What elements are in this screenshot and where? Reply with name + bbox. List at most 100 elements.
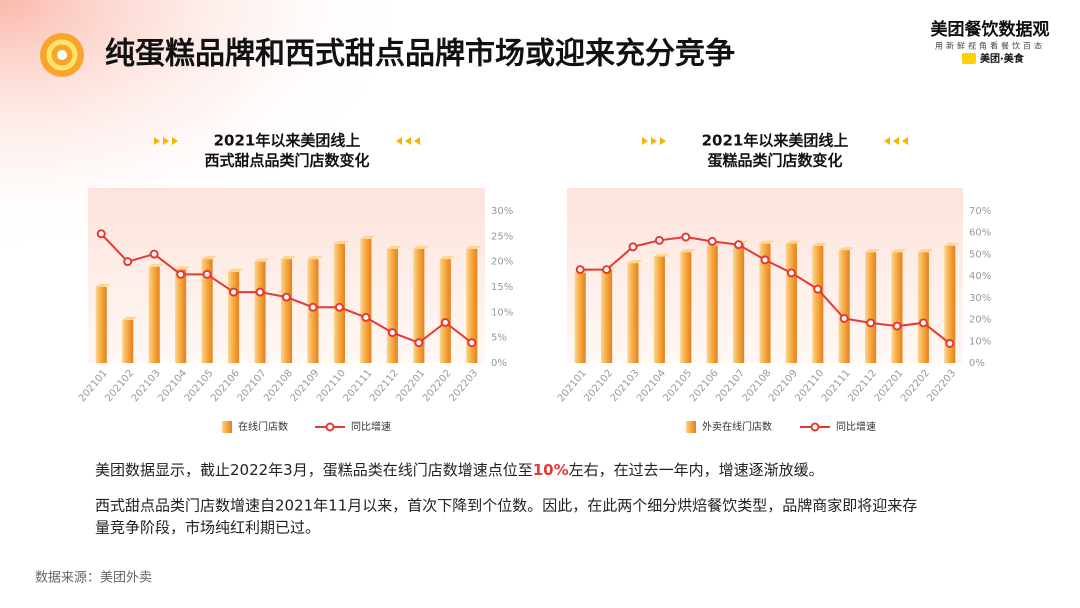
title-arrow [902,137,908,145]
line-marker [440,317,450,327]
bar [706,245,718,363]
y-tick-label: 0% [491,358,507,369]
title-arrow [172,137,178,145]
bar [680,252,692,363]
bar [386,249,398,363]
bar [944,245,956,363]
paragraph-2-line: 量竞争阶段，市场纯红利期已过。 [95,519,320,537]
source: 数据来源：美团外卖 [35,571,152,586]
line-marker [945,338,955,348]
line-marker [918,318,928,328]
bar [360,238,372,363]
line-marker [467,338,477,348]
bar [865,252,877,363]
bar-top [759,240,775,244]
legend-label: 在线门店数 [238,420,288,433]
bar-top [95,284,111,287]
line-marker [361,312,371,322]
y-tick-label: 25% [491,231,513,242]
bar [653,256,665,363]
bar [733,243,745,363]
logo-badge [962,53,976,64]
bar [812,245,824,363]
bar-top [148,263,164,267]
line-marker [734,240,744,250]
title-arrow [163,137,169,145]
line-marker [123,257,133,267]
line-marker [839,313,849,323]
chart-subtitle: 蛋糕品类门店数变化 [707,152,842,170]
x-tick-label: 202203 [925,368,958,404]
title-arrow [884,137,890,145]
bar [201,259,213,363]
bar-top [254,258,270,262]
bar-top [122,316,138,320]
bar-top [333,240,349,244]
bar [95,287,107,363]
line-marker [813,284,823,294]
bar-top [466,246,482,249]
bar-top [201,256,217,260]
line-marker [202,269,212,279]
logo-name: 美团餐饮数据观 [931,19,1050,40]
x-tick-label: 202203 [447,368,480,404]
y-tick-label: 10% [491,307,513,318]
bar-top [944,242,960,246]
bar [254,261,266,363]
title-arrow [660,137,666,145]
y-tick-label: 50% [969,249,991,260]
bar-top [439,256,455,260]
logo-brand: 美团·美食 [980,52,1025,65]
bar-top [680,249,696,253]
slide-title: 纯蛋糕品牌和西式甜点品牌市场或迎来充分竞争 [105,37,735,72]
line-marker [387,328,397,338]
bar-top [360,235,376,239]
line-marker [255,287,265,297]
paragraph-2-line: 西式甜点品类门店数增速自2021年11月以来，首次下降到个位数。因此，在此两个细… [95,497,917,515]
chart-title: 2021年以来美团线上 [702,132,849,150]
line-marker [654,235,664,245]
y-tick-label: 20% [491,257,513,268]
legend-label: 同比增速 [351,420,391,433]
bar-top [785,240,801,244]
y-tick-label: 40% [969,271,991,282]
bar-top [228,268,244,272]
line-marker [707,236,717,246]
line-marker [575,265,585,275]
bar-top [627,260,643,264]
text: 美团数据显示，截止2022年3月，蛋糕品类在线门店数增速点位至 [95,461,533,479]
bar-top [386,246,402,249]
bar [280,259,293,363]
legend-swatch [686,421,696,433]
bar [785,243,797,363]
y-tick-label: 10% [969,336,991,347]
bar-top [175,266,191,270]
bar [122,319,134,363]
y-tick-label: 5% [491,333,507,344]
highlight: 10% [533,461,569,479]
bar [439,259,451,363]
bar-top [307,256,323,260]
line-marker [96,229,106,239]
legend-swatch [222,421,232,433]
bar-top [838,247,854,251]
bar [466,249,478,363]
y-tick-label: 0% [969,358,985,369]
chart-subtitle: 西式甜点品类门店数变化 [204,152,369,170]
y-tick-label: 15% [491,282,513,293]
y-tick-label: 30% [969,293,991,304]
title-arrow [154,137,160,145]
chart-title: 2021年以来美团线上 [214,132,361,150]
bar-top [891,249,907,253]
legend-swatch-marker [810,422,820,432]
bar [574,272,586,363]
bar [838,250,850,363]
bar [228,271,240,363]
line-marker [628,242,638,252]
legend-label: 外卖在线门店数 [702,420,772,433]
title-arrow [651,137,657,145]
bar [917,252,929,363]
title-arrow [396,137,402,145]
bar-top [653,253,669,257]
